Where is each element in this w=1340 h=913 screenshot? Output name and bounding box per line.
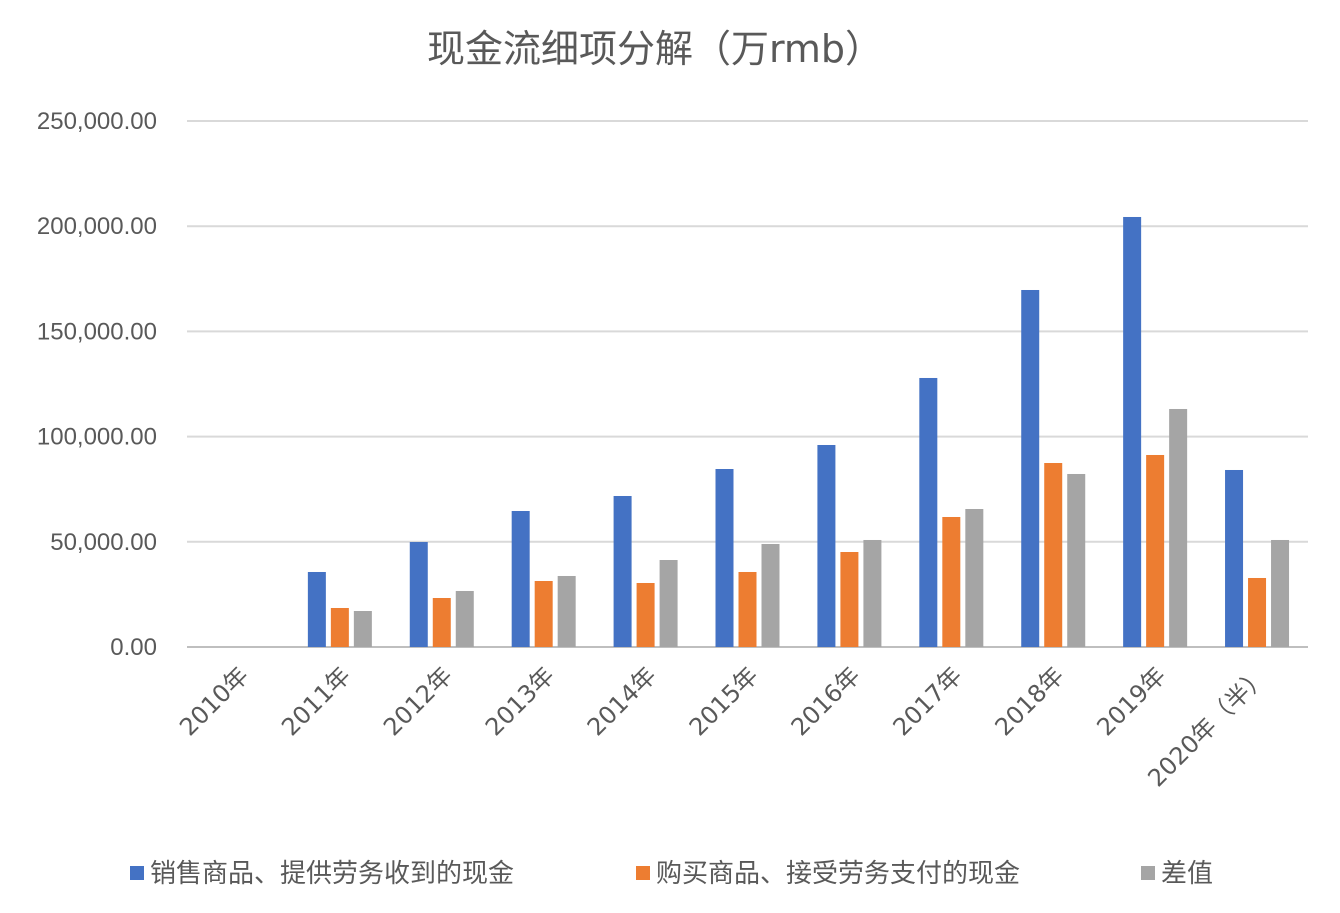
bar — [761, 543, 780, 647]
legend-label: 销售商品、提供劳务收到的现金 — [150, 859, 514, 889]
x-tick-label: 2016年 — [786, 661, 866, 741]
legend-swatch — [1141, 866, 1155, 880]
bar — [919, 377, 938, 647]
y-tick-label: 250,000.00 — [37, 108, 157, 135]
bar — [353, 611, 372, 647]
bar — [942, 516, 961, 647]
bar — [534, 580, 553, 647]
bar — [409, 542, 428, 647]
y-tick-label: 150,000.00 — [37, 318, 157, 345]
x-tick-label: 2017年 — [888, 661, 968, 741]
bar — [1044, 463, 1063, 647]
bar — [1123, 216, 1142, 647]
bar — [511, 510, 530, 647]
x-tick-label: 2018年 — [990, 661, 1070, 741]
y-tick-label: 50,000.00 — [50, 529, 157, 556]
x-tick-label: 2010年 — [174, 661, 254, 741]
legend: 销售商品、提供劳务收到的现金 购买商品、接受劳务支付的现金 差值 — [130, 859, 1213, 889]
bar — [1271, 539, 1290, 647]
bar — [613, 495, 632, 647]
bar — [1021, 289, 1040, 647]
bar — [863, 539, 882, 647]
x-tick-label: 2015年 — [684, 661, 764, 741]
bar — [659, 559, 678, 647]
bar — [557, 575, 576, 647]
y-tick-label: 100,000.00 — [37, 424, 157, 451]
legend-swatch — [130, 866, 144, 880]
y-tick-label: 200,000.00 — [37, 213, 157, 240]
y-axis: 0.00 50,000.00 100,000.00 150,000.00 200,000… — [37, 108, 157, 661]
y-tick-label: 0.00 — [110, 634, 157, 661]
bar — [455, 590, 474, 647]
bar — [1146, 454, 1165, 647]
x-tick-label: 2011年 — [276, 661, 356, 741]
legend-label: 差值 — [1161, 859, 1213, 889]
bar — [817, 444, 836, 647]
bar — [307, 571, 326, 647]
bar — [738, 571, 757, 647]
legend-label: 购买商品、接受劳务支付的现金 — [656, 859, 1020, 889]
x-tick-label: 2012年 — [378, 661, 458, 741]
bar — [1248, 577, 1267, 647]
x-tick-label: 2013年 — [480, 661, 560, 741]
bar — [432, 597, 451, 647]
x-tick-label: 2019年 — [1091, 661, 1171, 741]
bar — [1169, 408, 1188, 647]
bar — [1225, 469, 1244, 647]
x-tick-label: 2014年 — [582, 661, 662, 741]
x-axis: 2010年 2011年 2012年 2013年 2014年 2015年 2016年 2017年… — [174, 661, 1273, 792]
gridlines — [187, 120, 1308, 648]
legend-swatch — [636, 866, 650, 880]
bar — [840, 552, 859, 647]
bar — [636, 582, 655, 647]
bar — [965, 508, 984, 647]
bars — [307, 216, 1290, 647]
bar — [330, 607, 349, 647]
bar — [715, 469, 734, 647]
chart-title: 现金流细项分解（万rmb） — [427, 27, 883, 71]
bar — [1067, 473, 1086, 647]
